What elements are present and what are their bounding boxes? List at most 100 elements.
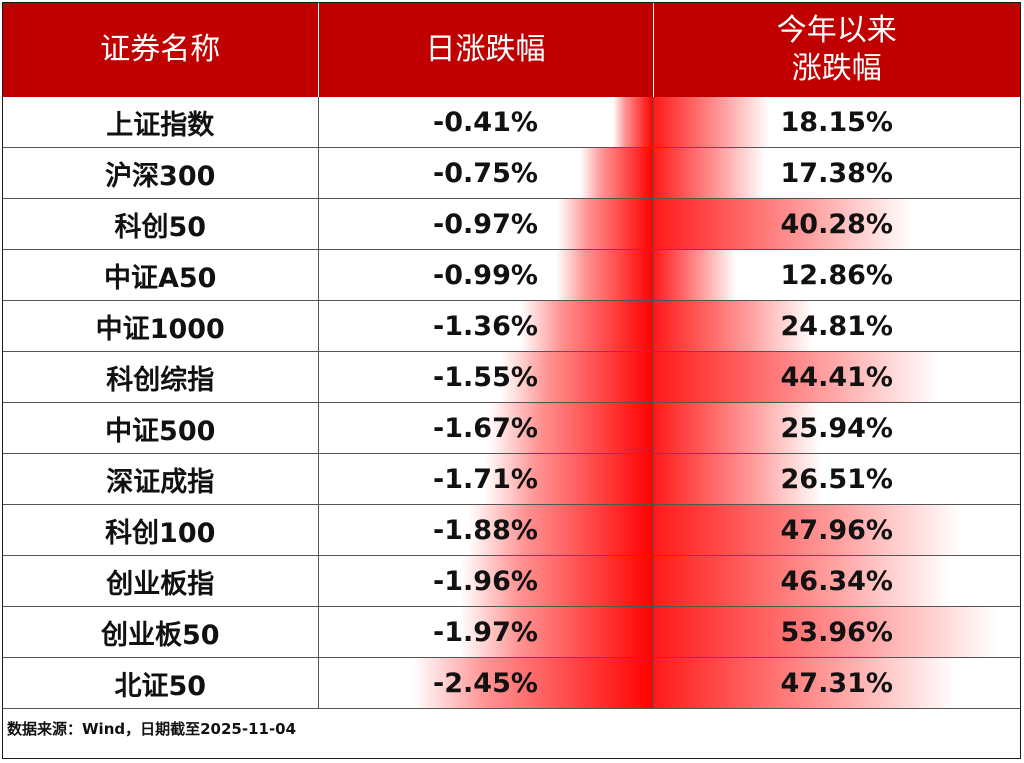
- security-name-cell: 创业板50: [3, 606, 319, 658]
- header-daily-change: 日涨跌幅: [318, 3, 654, 97]
- daily-change-bar: [412, 658, 652, 708]
- ytd-change-bar: [653, 352, 938, 402]
- table-row: 深证成指 -1.71% 26.51%: [3, 453, 1020, 505]
- ytd-change-value: 17.38%: [780, 157, 893, 189]
- table-row: 中证500 -1.67% 25.94%: [3, 402, 1020, 454]
- table-row: 中证A50 -0.99% 12.86%: [3, 249, 1020, 301]
- security-name: 创业板指: [106, 568, 215, 600]
- ytd-change-cell: 17.38%: [653, 147, 1020, 199]
- daily-change-value: -2.45%: [433, 667, 538, 699]
- ytd-change-value: 53.96%: [780, 616, 893, 648]
- ytd-change-cell: 25.94%: [653, 402, 1020, 454]
- daily-change-value: -1.71%: [433, 463, 538, 495]
- ytd-change-cell: 47.31%: [653, 657, 1020, 709]
- ytd-change-cell: 26.51%: [653, 453, 1020, 505]
- security-name: 创业板50: [100, 619, 220, 651]
- daily-change-value: -1.67%: [433, 412, 538, 444]
- daily-change-value: -1.88%: [433, 514, 538, 546]
- daily-change-value: -1.96%: [433, 565, 538, 597]
- ytd-change-bar: [653, 403, 820, 453]
- table-row: 创业板50 -1.97% 53.96%: [3, 606, 1020, 658]
- daily-change-value: -1.55%: [433, 361, 538, 393]
- daily-change-cell: -1.36%: [318, 300, 654, 352]
- security-name: 中证A50: [104, 262, 217, 294]
- ytd-change-bar: [653, 301, 813, 351]
- daily-change-bar: [488, 403, 652, 453]
- daily-change-bar: [500, 352, 652, 402]
- daily-change-cell: -0.75%: [318, 147, 654, 199]
- ytd-change-bar: [653, 199, 912, 249]
- daily-change-value: -0.41%: [433, 106, 538, 138]
- daily-change-cell: -2.45%: [318, 657, 654, 709]
- daily-change-value: -0.99%: [433, 259, 538, 291]
- security-name-cell: 科创100: [3, 504, 319, 556]
- table-row: 科创50 -0.97% 40.28%: [3, 198, 1020, 250]
- table-row: 科创综指 -1.55% 44.41%: [3, 351, 1020, 403]
- ytd-change-value: 26.51%: [780, 463, 893, 495]
- ytd-change-value: 18.15%: [780, 106, 893, 138]
- ytd-change-value: 47.96%: [780, 514, 893, 546]
- security-name-cell: 沪深300: [3, 147, 319, 199]
- security-name-cell: 北证50: [3, 657, 319, 709]
- ytd-change-value: 46.34%: [780, 565, 893, 597]
- daily-change-cell: -0.99%: [318, 249, 654, 301]
- security-name-cell: 创业板指: [3, 555, 319, 607]
- security-name: 科创综指: [106, 364, 215, 396]
- security-name-cell: 上证指数: [3, 97, 319, 148]
- security-name-cell: 中证A50: [3, 249, 319, 301]
- table-row: 创业板指 -1.96% 46.34%: [3, 555, 1020, 607]
- daily-change-bar: [468, 505, 652, 555]
- ytd-change-bar: [653, 607, 999, 657]
- ytd-change-bar: [653, 97, 770, 147]
- daily-change-value: -1.36%: [433, 310, 538, 342]
- daily-change-bar: [555, 250, 652, 300]
- security-name: 上证指数: [106, 109, 215, 141]
- daily-change-cell: -1.96%: [318, 555, 654, 607]
- ytd-change-bar: [653, 658, 956, 708]
- ytd-change-bar: [653, 505, 961, 555]
- table-row: 科创100 -1.88% 47.96%: [3, 504, 1020, 556]
- source-footnote: 数据来源：Wind，日期截至2025-11-04: [7, 720, 297, 738]
- daily-change-cell: -1.67%: [318, 402, 654, 454]
- security-name-cell: 中证1000: [3, 300, 319, 352]
- ytd-change-cell: 47.96%: [653, 504, 1020, 556]
- daily-change-bar: [579, 148, 652, 198]
- daily-change-value: -0.75%: [433, 157, 538, 189]
- ytd-change-value: 40.28%: [780, 208, 893, 240]
- daily-change-cell: -1.88%: [318, 504, 654, 556]
- ytd-change-bar: [653, 250, 736, 300]
- ytd-change-cell: 24.81%: [653, 300, 1020, 352]
- table-row: 北证50 -2.45% 47.31%: [3, 657, 1020, 709]
- table-row: 沪深300 -0.75% 17.38%: [3, 147, 1020, 199]
- security-name-cell: 科创综指: [3, 351, 319, 403]
- ytd-change-value: 47.31%: [780, 667, 893, 699]
- security-name: 中证500: [105, 415, 216, 447]
- daily-change-cell: -1.97%: [318, 606, 654, 658]
- daily-change-bar: [557, 199, 652, 249]
- header-row: 证券名称 日涨跌幅 今年以来 涨跌幅: [3, 3, 1020, 97]
- ytd-change-cell: 18.15%: [653, 97, 1020, 148]
- daily-change-value: -0.97%: [433, 208, 538, 240]
- ytd-change-bar: [653, 556, 950, 606]
- performance-table: 证券名称 日涨跌幅 今年以来 涨跌幅 上证指数 -0.41% 18.15% 沪深300…: [3, 3, 1020, 709]
- header-ytd-change: 今年以来 涨跌幅: [653, 3, 1020, 97]
- ytd-change-bar: [653, 148, 765, 198]
- table-row: 上证指数 -0.41% 18.15%: [3, 97, 1020, 148]
- header-security-name: 证券名称: [3, 3, 319, 97]
- ytd-change-bar: [653, 454, 823, 504]
- security-name: 科创50: [114, 211, 207, 243]
- security-name: 北证50: [114, 670, 207, 702]
- security-name: 沪深300: [105, 160, 216, 192]
- daily-change-cell: -1.71%: [318, 453, 654, 505]
- table-row: 中证1000 -1.36% 24.81%: [3, 300, 1020, 352]
- ytd-change-value: 44.41%: [780, 361, 893, 393]
- ytd-change-value: 12.86%: [780, 259, 893, 291]
- daily-change-bar: [459, 607, 652, 657]
- daily-change-cell: -1.55%: [318, 351, 654, 403]
- ytd-change-cell: 46.34%: [653, 555, 1020, 607]
- security-name-cell: 深证成指: [3, 453, 319, 505]
- ytd-change-cell: 53.96%: [653, 606, 1020, 658]
- table-body: 上证指数 -0.41% 18.15% 沪深300 -0.75% 17.38% 科创50 -0.…: [3, 97, 1020, 709]
- ytd-change-value: 25.94%: [780, 412, 893, 444]
- daily-change-cell: -0.41%: [318, 97, 654, 148]
